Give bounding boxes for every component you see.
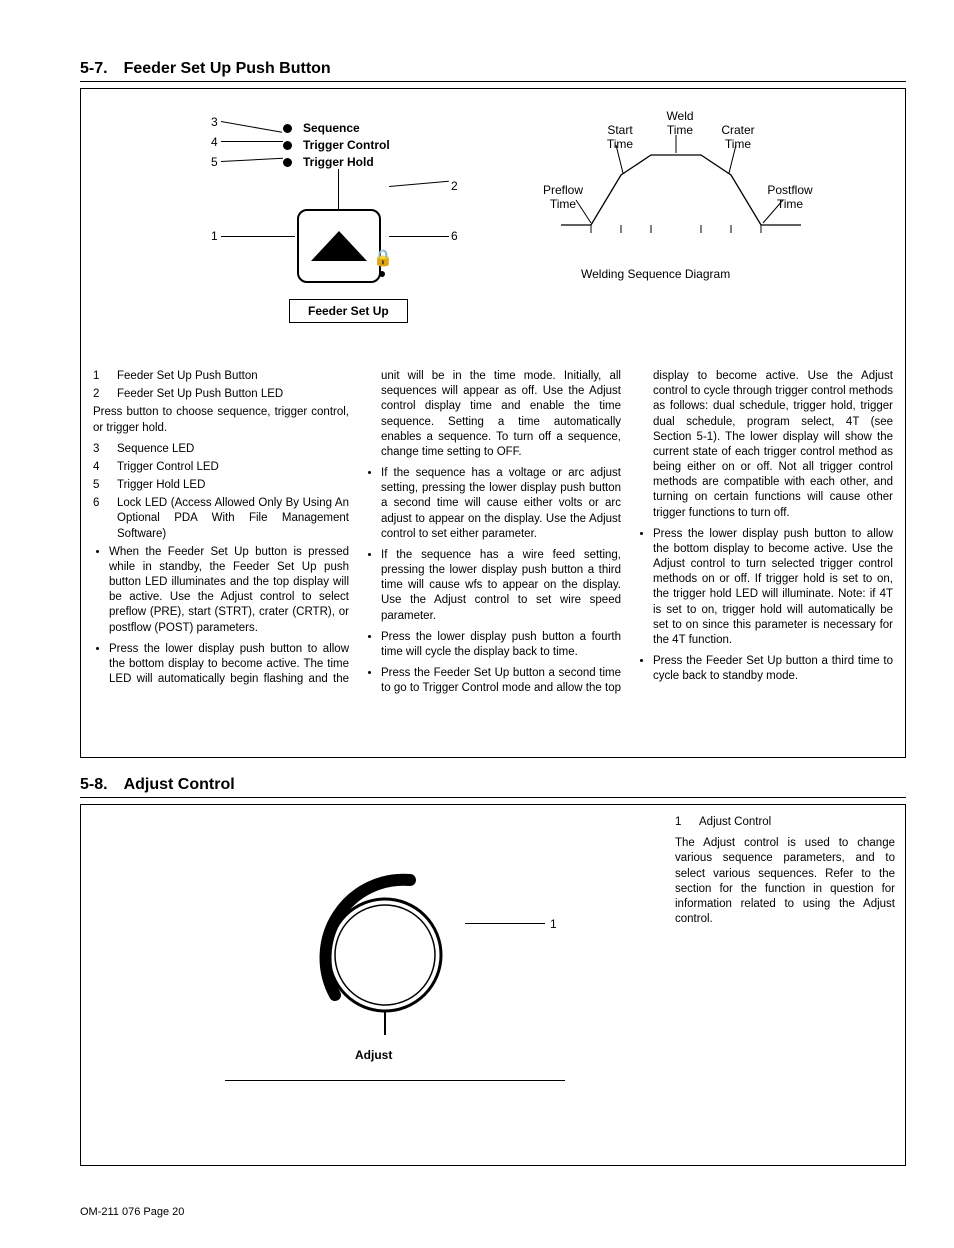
trigger-control-label: Trigger Control (303, 138, 390, 152)
section58-title: 5-8. Adjust Control (80, 776, 906, 798)
weld-label: Weld Time (655, 109, 705, 137)
lock-led-dot (379, 271, 385, 277)
feeder-setup-caption: Feeder Set Up (289, 299, 408, 323)
adjust-caption: Adjust (355, 1048, 392, 1062)
leader-line (465, 923, 545, 924)
callout-3: 3 (211, 115, 218, 129)
sequence-led (283, 124, 292, 133)
preflow-label: Preflow Time (533, 183, 593, 211)
section58-body: 1Adjust Control The Adjust control is us… (675, 815, 895, 927)
callout-6: 6 (451, 229, 458, 243)
postflow-label: Postflow Time (757, 183, 823, 211)
lock-icon: 🔒 (373, 248, 393, 268)
section57-body: 1Feeder Set Up Push Button 2Feeder Set U… (93, 369, 893, 696)
start-label: Start Time (595, 123, 645, 151)
crater-label: Crater Time (709, 123, 767, 151)
trigger-control-led (283, 141, 292, 150)
page-footer: OM-211 076 Page 20 (80, 1206, 906, 1218)
callout-5: 5 (211, 155, 218, 169)
callout-4: 4 (211, 135, 218, 149)
callout-1: 1 (550, 917, 557, 931)
figure-57: 3 4 5 1 2 6 Sequence Trigger Control Tri… (80, 88, 906, 758)
trigger-hold-led (283, 158, 292, 167)
section57-title: 5-7. Feeder Set Up Push Button (80, 60, 906, 82)
figure-58: 1 Adjust 1Adjust Control The Adjust cont… (80, 804, 906, 1166)
up-arrow-icon (311, 231, 367, 261)
callout-2: 2 (451, 179, 458, 193)
trigger-hold-label: Trigger Hold (303, 155, 374, 169)
callout-1: 1 (211, 229, 218, 243)
seqdiag-caption: Welding Sequence Diagram (581, 267, 730, 281)
sequence-label: Sequence (303, 121, 360, 135)
hr (225, 1080, 565, 1081)
